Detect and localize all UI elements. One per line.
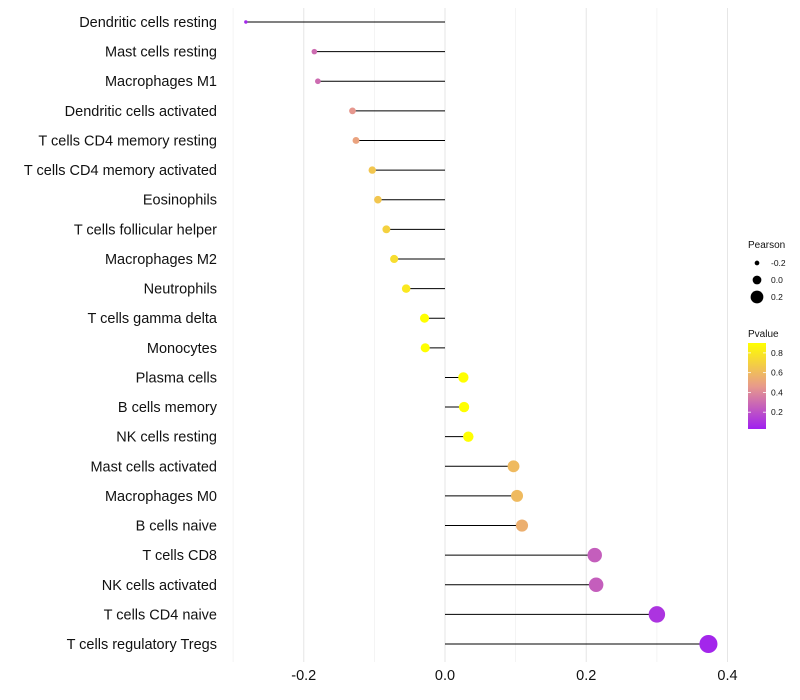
data-point	[458, 401, 470, 413]
legend-size-title: Pearson	[748, 240, 785, 251]
data-point	[699, 634, 718, 654]
data-point	[374, 195, 382, 204]
data-point	[507, 460, 520, 473]
category-label: NK cells activated	[102, 578, 217, 594]
x-tick-label: 0.2	[576, 668, 596, 684]
data-point	[588, 577, 604, 593]
category-label: T cells CD4 memory resting	[38, 133, 217, 149]
legend-size-dot	[752, 275, 762, 285]
category-label: NK cells resting	[116, 430, 217, 446]
x-tick-label: 0.4	[717, 668, 737, 684]
data-point	[368, 166, 376, 174]
category-label: Macrophages M1	[105, 74, 217, 90]
category-label: Mast cells activated	[90, 459, 217, 475]
data-point	[419, 313, 430, 323]
data-point	[420, 343, 430, 353]
data-point	[390, 254, 399, 264]
legend-size-label: 0.0	[771, 275, 783, 285]
legend-color-title: Pvalue	[748, 329, 779, 340]
category-label: Neutrophils	[144, 282, 217, 298]
category-label: T cells CD4 memory activated	[24, 163, 217, 179]
category-label: B cells memory	[118, 400, 218, 416]
legend-color-label: 0.8	[771, 348, 783, 358]
data-point	[352, 137, 360, 144]
grid-layer	[232, 8, 728, 662]
category-label: Monocytes	[147, 341, 217, 357]
x-tick-label: 0.0	[435, 668, 455, 684]
legend: Pearson -0.2 0.0 0.2 Pvalue 0.8 0.6 0.4 0.2	[748, 240, 786, 429]
data-point	[511, 489, 524, 502]
category-label: Dendritic cells activated	[65, 104, 217, 120]
category-label: Macrophages M0	[105, 489, 217, 505]
data-point	[311, 48, 318, 55]
category-labels: Dendritic cells resting Mast cells restin…	[24, 15, 218, 653]
legend-color-label: 0.2	[771, 407, 783, 417]
category-label: T cells follicular helper	[74, 222, 217, 238]
legend-size-dot	[750, 290, 764, 304]
data-point	[515, 519, 529, 532]
data-point	[648, 606, 666, 623]
size-legend-items: -0.2 0.0 0.2	[750, 258, 786, 304]
category-label: Macrophages M2	[105, 252, 217, 268]
category-label: Plasma cells	[136, 370, 217, 386]
data-point	[587, 547, 602, 563]
category-label: T cells CD8	[142, 548, 217, 564]
legend-color-label: 0.6	[771, 368, 783, 378]
legend-color-label: 0.4	[771, 387, 783, 397]
data-point	[401, 284, 411, 293]
category-label: Mast cells resting	[105, 45, 217, 61]
data-point	[349, 107, 356, 115]
data-point	[458, 372, 469, 383]
category-label: B cells naive	[136, 519, 217, 535]
data-point	[463, 431, 474, 442]
point-layer	[244, 20, 718, 654]
legend-size-label: 0.2	[771, 292, 783, 302]
legend-size-label: -0.2	[771, 258, 786, 268]
data-point	[382, 225, 391, 234]
category-label: Eosinophils	[143, 193, 217, 209]
category-label: T cells regulatory Tregs	[67, 637, 217, 653]
data-point	[244, 20, 248, 24]
category-label: Dendritic cells resting	[79, 15, 217, 31]
x-axis-tick-labels: -0.2 0.0 0.2 0.4	[291, 668, 737, 684]
category-label: T cells gamma delta	[88, 311, 218, 327]
legend-size-dot	[754, 260, 760, 266]
data-point	[315, 78, 321, 85]
category-label: T cells CD4 naive	[104, 607, 217, 623]
color-legend-ticks: 0.8 0.6 0.4 0.2	[748, 348, 783, 417]
x-tick-label: -0.2	[291, 668, 316, 684]
stem-layer	[245, 21, 709, 645]
legend-colorbar	[748, 343, 766, 429]
